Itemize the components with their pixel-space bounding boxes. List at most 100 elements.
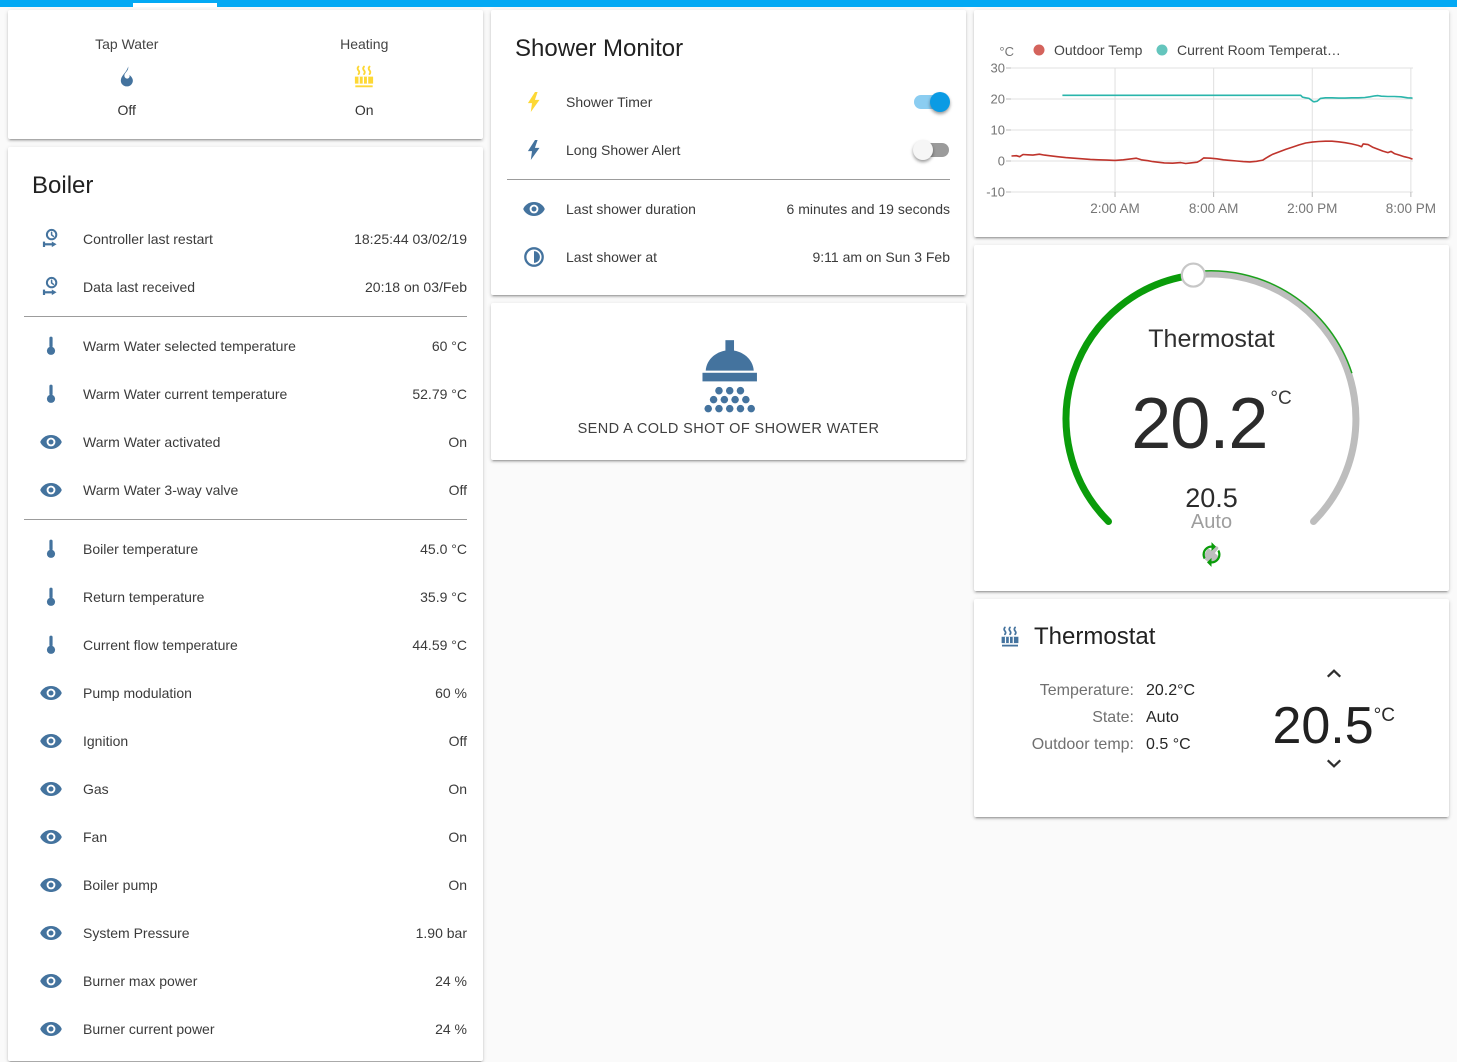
entity-value: 6 minutes and 19 seconds bbox=[786, 201, 950, 217]
target-temperature-value: 20.5°C bbox=[1272, 697, 1395, 755]
svg-text:Outdoor Temp: Outdoor Temp bbox=[1054, 42, 1143, 58]
shower-toggle-list: Shower Timer Long Shower Alert bbox=[491, 78, 966, 174]
column-left: Tap Water Off Heating On Boiler Controller … bbox=[8, 10, 483, 1062]
thermostat-card-body: Temperature: 20.2°C State: Auto Outdoor temp… bbox=[974, 651, 1449, 779]
dial-track-active bbox=[1062, 271, 1197, 525]
flash-icon bbox=[522, 138, 546, 162]
chevron-down-icon[interactable] bbox=[1315, 754, 1353, 774]
glance-item-label: Tap Water bbox=[95, 35, 159, 52]
entity-value: 9:11 am on Sun 3 Feb bbox=[812, 249, 951, 265]
thermometer-icon bbox=[39, 585, 63, 609]
radiator-icon bbox=[998, 625, 1022, 649]
attribute-label: Temperature: bbox=[1039, 682, 1134, 699]
column-right: 30 20 10 0 -10 2:00 AM 8:00 AM 2:00 PM 8:00 PM °C… bbox=[974, 10, 1449, 825]
glance-item-heating[interactable]: Heating On bbox=[246, 10, 484, 139]
entity-row-ignition[interactable]: Ignition Off bbox=[8, 717, 483, 765]
svg-text:8:00 AM: 8:00 AM bbox=[1189, 201, 1239, 216]
auto-renew-icon[interactable] bbox=[1202, 541, 1251, 568]
eye-icon bbox=[39, 478, 63, 502]
entity-label: Long Shower Alert bbox=[566, 142, 681, 158]
entity-value: 20:18 on 03/Feb bbox=[365, 279, 467, 295]
svg-text:20: 20 bbox=[991, 92, 1005, 107]
entity-value: Off bbox=[448, 733, 467, 749]
entity-row-pump-modulation[interactable]: Pump modulation 60 % bbox=[8, 669, 483, 717]
glance-card: Tap Water Off Heating On bbox=[8, 10, 483, 139]
cold-shot-button-card[interactable]: SEND A COLD SHOT OF SHOWER WATER bbox=[491, 303, 966, 460]
entity-label: Gas bbox=[83, 781, 109, 797]
entity-row-boiler-temperature[interactable]: Boiler temperature 45.0 °C bbox=[8, 525, 483, 573]
thermostat-info-card: Thermostat Temperature: 20.2°C State: Auto O… bbox=[974, 599, 1449, 817]
svg-text:2:00 PM: 2:00 PM bbox=[1287, 201, 1337, 216]
eye-icon bbox=[39, 873, 63, 897]
glance-item-tap-water[interactable]: Tap Water Off bbox=[8, 10, 246, 139]
entity-row-controller-last-restart[interactable]: Controller last restart 18:25:44 03/02/19 bbox=[8, 215, 483, 263]
entity-row-boiler-pump[interactable]: Boiler pump On bbox=[8, 861, 483, 909]
shower-info-list: Last shower duration 6 minutes and 19 sec… bbox=[491, 185, 966, 295]
entity-row-burner-current-power[interactable]: Burner current power 24 % bbox=[8, 1005, 483, 1053]
entity-row-last-shower-at[interactable]: Last shower at 9:11 am on Sun 3 Feb bbox=[491, 233, 966, 281]
entity-value: 24 % bbox=[435, 973, 467, 989]
attribute-value: Auto bbox=[1146, 709, 1179, 726]
entity-label: Fan bbox=[83, 829, 108, 845]
divider bbox=[24, 519, 467, 520]
clock-half-icon bbox=[522, 245, 546, 269]
glance-item-label: Heating bbox=[340, 35, 389, 52]
eye-icon bbox=[39, 777, 63, 801]
svg-text:0: 0 bbox=[998, 154, 1005, 169]
shower-head-icon bbox=[686, 333, 772, 419]
entity-value: On bbox=[448, 434, 467, 450]
svg-text:2:00 AM: 2:00 AM bbox=[1090, 201, 1140, 216]
entity-row-warm-water-activated[interactable]: Warm Water activated On bbox=[8, 418, 483, 466]
entity-label: Warm Water activated bbox=[83, 434, 221, 450]
svg-text:Current Room Temperat…: Current Room Temperat… bbox=[1177, 42, 1341, 58]
entity-label: Current flow temperature bbox=[83, 637, 238, 653]
toggle-knob bbox=[913, 140, 933, 160]
dial-track-inactive bbox=[1189, 270, 1360, 525]
entity-row-burner-max-power[interactable]: Burner max power 24 % bbox=[8, 957, 483, 1005]
entity-row-return-temperature[interactable]: Return temperature 35.9 °C bbox=[8, 573, 483, 621]
cold-shot-button-label: SEND A COLD SHOT OF SHOWER WATER bbox=[577, 420, 880, 437]
entity-label: Warm Water current temperature bbox=[83, 386, 288, 402]
entity-row-gas[interactable]: Gas On bbox=[8, 765, 483, 813]
manual-hand-icon[interactable] bbox=[1173, 541, 1219, 568]
entity-row-long-shower-alert[interactable]: Long Shower Alert bbox=[491, 126, 966, 174]
chevron-up-icon[interactable] bbox=[1315, 663, 1353, 683]
entity-label: Pump modulation bbox=[83, 685, 192, 701]
entity-value: On bbox=[448, 781, 467, 797]
entity-row-current-flow-temperature[interactable]: Current flow temperature 44.59 °C bbox=[8, 621, 483, 669]
entity-row-system-pressure[interactable]: System Pressure 1.90 bar bbox=[8, 909, 483, 957]
thermostat-dial[interactable] bbox=[974, 245, 1449, 591]
entity-value: 45.0 °C bbox=[420, 541, 467, 557]
eye-icon bbox=[39, 969, 63, 993]
svg-text:-10: -10 bbox=[986, 185, 1005, 200]
entity-row-warm-water-3-way-valve[interactable]: Warm Water 3-way valve Off bbox=[8, 466, 483, 514]
entity-label: Return temperature bbox=[83, 589, 205, 605]
entity-row-warm-water-selected-temperature[interactable]: Warm Water selected temperature 60 °C bbox=[8, 322, 483, 370]
entity-row-data-last-received[interactable]: Data last received 20:18 on 03/Feb bbox=[8, 263, 483, 311]
toggle-shower-timer[interactable] bbox=[913, 92, 950, 112]
eye-icon bbox=[39, 729, 63, 753]
eye-icon bbox=[39, 921, 63, 945]
glance-item-state: On bbox=[354, 101, 374, 118]
shower-card-title: Shower Monitor bbox=[515, 35, 684, 62]
entity-row-shower-timer[interactable]: Shower Timer bbox=[491, 78, 966, 126]
toggle-long-shower-alert[interactable] bbox=[913, 140, 950, 160]
entity-value: On bbox=[448, 877, 467, 893]
attribute-value: 0.5 °C bbox=[1146, 736, 1191, 753]
entity-label: Shower Timer bbox=[566, 94, 653, 110]
attribute-value: 20.2°C bbox=[1146, 682, 1196, 699]
boiler-entity-list: Controller last restart 18:25:44 03/02/19… bbox=[8, 215, 483, 1053]
entity-row-last-shower-duration[interactable]: Last shower duration 6 minutes and 19 sec… bbox=[491, 185, 966, 233]
entity-label: Boiler temperature bbox=[83, 541, 199, 557]
entity-row-warm-water-current-temperature[interactable]: Warm Water current temperature 52.79 °C bbox=[8, 370, 483, 418]
active-tab-indicator[interactable] bbox=[133, 3, 217, 7]
flash-icon bbox=[522, 90, 546, 114]
thermostat-attributes: Temperature: 20.2°C State: Auto Outdoor temp… bbox=[1014, 677, 1195, 779]
temperature-history-chart: 30 20 10 0 -10 2:00 AM 8:00 AM 2:00 PM 8:00 PM °C… bbox=[986, 42, 1436, 216]
dashboard: Tap Water Off Heating On Boiler Controller … bbox=[0, 7, 1457, 1062]
thermometer-icon bbox=[39, 382, 63, 406]
dial-knob[interactable] bbox=[1180, 262, 1206, 288]
thermostat-card-title: Thermostat bbox=[1034, 623, 1156, 650]
history-graph-card: 30 20 10 0 -10 2:00 AM 8:00 AM 2:00 PM 8:00 PM °C… bbox=[974, 10, 1449, 237]
entity-row-fan[interactable]: Fan On bbox=[8, 813, 483, 861]
